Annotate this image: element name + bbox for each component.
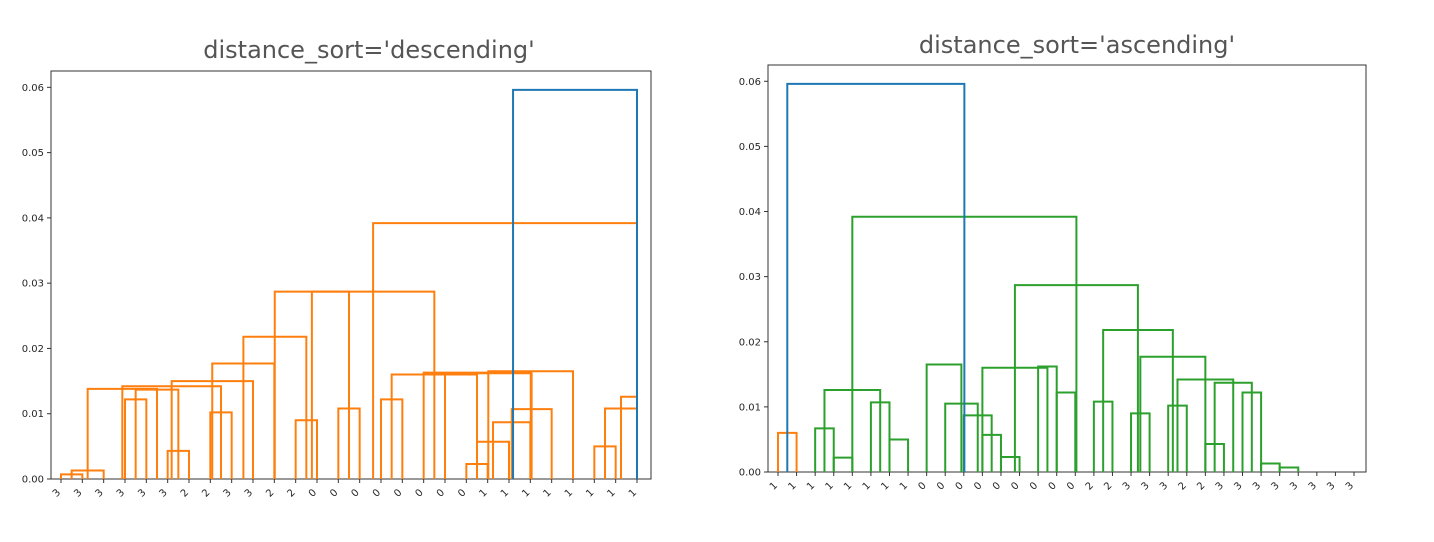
y-tick-label: 0.01 [739, 402, 761, 413]
leaf-label: 3 [1158, 480, 1170, 492]
leaf-label: 3 [1270, 480, 1282, 492]
right-chart-title: distance_sort='ascending' [918, 31, 1236, 59]
leaf-label: 3 [1288, 480, 1300, 492]
dendrogram-link [832, 456, 854, 472]
leaf-label: 3 [1325, 480, 1337, 492]
y-tick-label: 0.05 [22, 148, 44, 159]
y-tick-label: 0.02 [739, 337, 761, 348]
dendrogram-link [422, 371, 532, 479]
leaf-label: 2 [1084, 480, 1096, 492]
leaf-label: 1 [786, 480, 798, 492]
leaf-label: 1 [898, 480, 910, 492]
y-tick-label: 0.00 [22, 475, 44, 486]
left-dendrogram: 0.000.010.020.030.040.050.063 3 3 3 3 3 2 2 3 3 2 2… [22, 70, 652, 500]
y-tick-label: 0.04 [22, 213, 44, 224]
leaf-label: 3 [1307, 480, 1319, 492]
dendrogram-link [1055, 391, 1077, 472]
leaf-label: 2 [1177, 480, 1189, 492]
plot-frame [50, 70, 652, 480]
leaf-label: 3 [1139, 480, 1151, 492]
leaf-label: 0 [1028, 480, 1040, 492]
leaf-label: 0 [954, 480, 966, 492]
y-tick-label: 0.06 [22, 83, 44, 94]
leaf-label: 3 [1232, 480, 1244, 492]
leaf-label: 0 [935, 480, 947, 492]
leaf-label: 3 [1344, 480, 1356, 492]
leaf-label: 1 [805, 480, 817, 492]
dendrogram-link [925, 363, 963, 472]
leaf-label: 1 [824, 480, 836, 492]
y-tick-label: 0.03 [22, 279, 44, 290]
leaf-label: 3 [1214, 480, 1226, 492]
leaf-label: 3 [1251, 480, 1263, 492]
dendrogram-link [512, 88, 638, 479]
leaf-label: 2 [1102, 480, 1114, 492]
y-tick-label: 0.02 [22, 344, 44, 355]
leaf-label: 0 [1047, 480, 1059, 492]
leaf-label: 2 [1195, 480, 1207, 492]
leaf-label: 0 [1009, 480, 1021, 492]
plot-frame [767, 64, 1367, 473]
y-tick-label: 0.03 [739, 272, 761, 283]
y-tick-label: 0.06 [739, 77, 761, 88]
y-tick-label: 0.05 [739, 142, 761, 153]
dendrogram-link [999, 456, 1021, 472]
leaf-label: 1 [768, 480, 780, 492]
leaf-label: 0 [991, 480, 1003, 492]
dendrogram-link [1278, 466, 1300, 472]
leaf-label: 1 [842, 480, 854, 492]
leaf-label: 1 [879, 480, 891, 492]
leaf-label: 0 [972, 480, 984, 492]
dendrogram-link [1260, 462, 1281, 472]
y-tick-label: 0.01 [22, 409, 44, 420]
dendrogram-link [487, 370, 574, 479]
left-chart-title: distance_sort='descending' [203, 36, 535, 64]
leaf-label: 3 [1121, 480, 1133, 492]
y-tick-label: 0.00 [739, 468, 761, 479]
y-tick-label: 0.04 [739, 207, 761, 218]
dendrogram-link [888, 438, 910, 472]
leaf-label: 0 [1065, 480, 1077, 492]
dendrogram-link [786, 82, 966, 472]
leaf-label: 1 [861, 480, 873, 492]
leaf-label: 0 [916, 480, 928, 492]
